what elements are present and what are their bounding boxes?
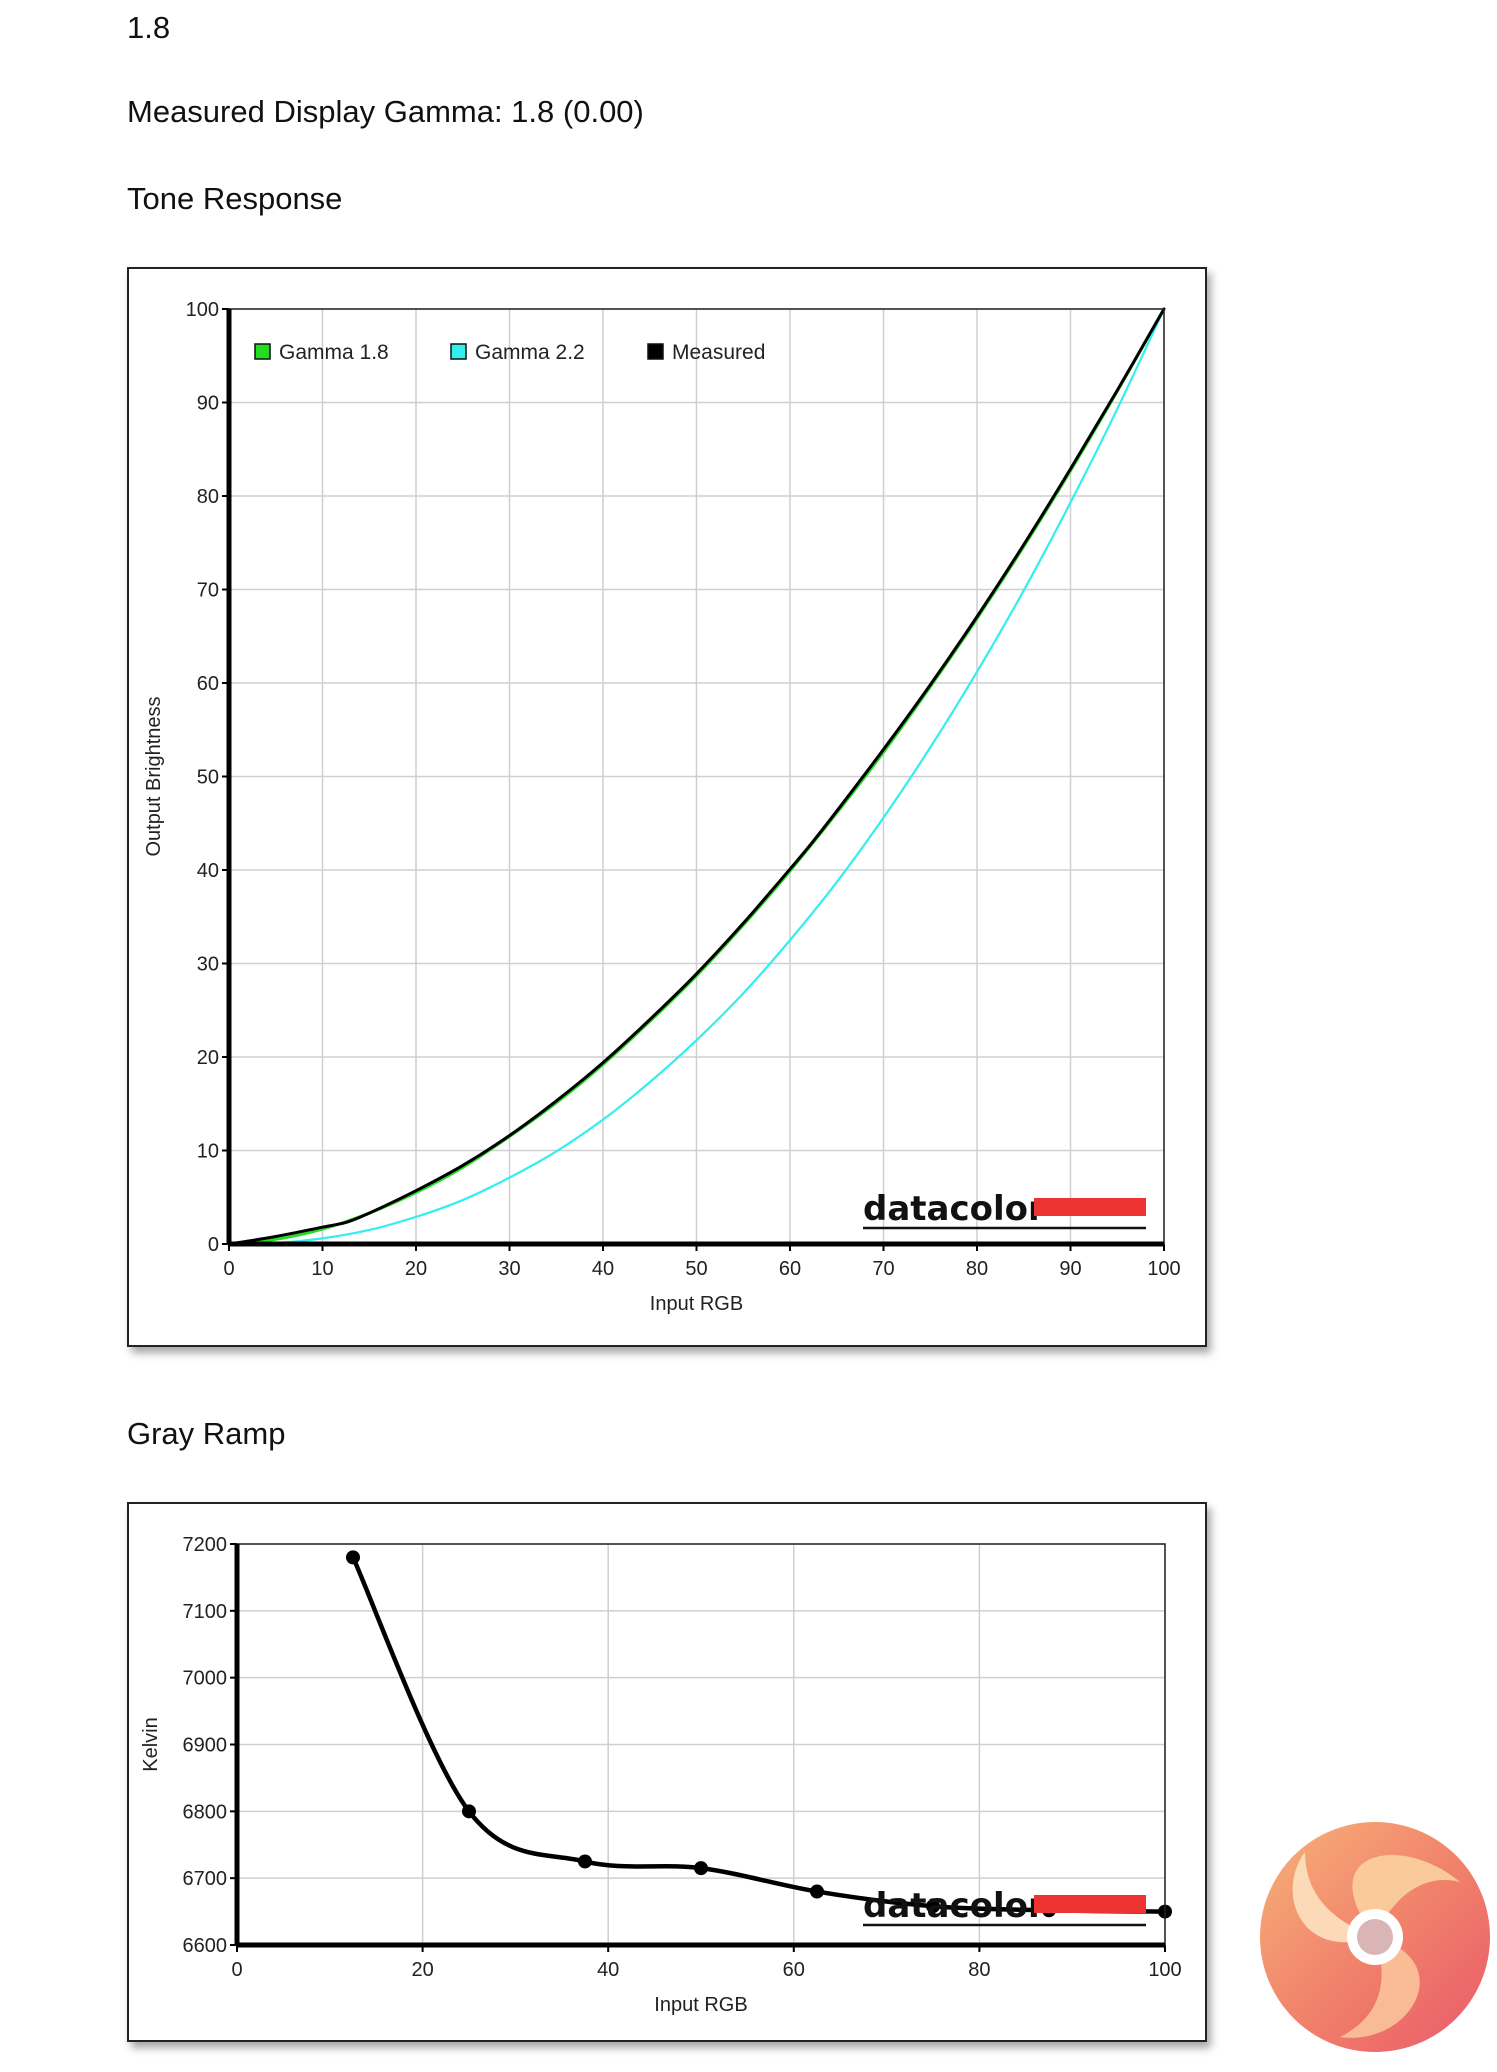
x-tick-label: 20: [405, 1258, 427, 1280]
gray-labels: 0 20 40 60 80 100 6600 6700 6800 6900 7000 7100 7200…: [140, 1534, 1182, 2016]
watermark-red-bar: [1034, 1895, 1146, 1913]
x-tick-label: 60: [783, 1959, 805, 1981]
tone-legend: Gamma 1.8 Gamma 2.2 Measured: [254, 341, 765, 364]
gray-grid: [236, 1543, 1166, 1946]
legend-swatch: [450, 343, 467, 360]
x-tick-label: 60: [779, 1258, 801, 1280]
watermark-text: datacolor: [863, 1189, 1045, 1229]
gray-datacolor-watermark: datacolor: [863, 1886, 1146, 1927]
watermark-text: datacolor: [863, 1886, 1045, 1926]
legend-swatch: [647, 343, 664, 360]
site-logo-icon: [1260, 1822, 1490, 2052]
x-tick-label: 10: [311, 1258, 333, 1280]
gray-ramp-svg: 0 20 40 60 80 100 6600 6700 6800 6900 7000 7100 7200…: [140, 1534, 1182, 2016]
x-tick-label: 0: [231, 1959, 242, 1981]
tone-labels: 0 10 20 30 40 50 60 70 80 90 100 0 10 20 30 40 50 60 70 80 9…: [143, 299, 1181, 1315]
y-tick-label: 7200: [183, 1534, 228, 1556]
y-tick-label: 0: [208, 1234, 219, 1256]
x-tick-label: 50: [685, 1258, 707, 1280]
y-tick-label: 50: [197, 767, 219, 789]
x-tick-label: 0: [223, 1258, 234, 1280]
y-tick-label: 40: [197, 860, 219, 882]
legend-label: Gamma 2.2: [475, 341, 585, 364]
legend-swatch: [254, 343, 271, 360]
tone-response-chart: 0 10 20 30 40 50 60 70 80 90 100 0 10 20 30 40 50 60 70 80 9…: [127, 267, 1207, 1347]
tone-response-svg: 0 10 20 30 40 50 60 70 80 90 100 0 10 20 30 40 50 60 70 80 9…: [143, 299, 1181, 1315]
x-tick-label: 90: [1059, 1258, 1081, 1280]
y-tick-label: 6700: [183, 1868, 228, 1890]
measured-gamma-text: Measured Display Gamma: 1.8 (0.00): [127, 94, 644, 129]
x-tick-label: 40: [592, 1258, 614, 1280]
y-tick-label: 7100: [183, 1601, 228, 1623]
series-line-2: [227, 307, 1166, 1246]
tone-response-heading: Tone Response: [127, 181, 343, 216]
x-axis-label: Input RGB: [654, 1994, 747, 2016]
x-tick-label: 20: [411, 1959, 433, 1981]
x-tick-label: 30: [498, 1258, 520, 1280]
y-tick-label: 7000: [183, 1668, 228, 1690]
data-point: [346, 1550, 360, 1565]
series-line-1: [227, 307, 1166, 1246]
y-tick-label: 70: [197, 580, 219, 602]
x-tick-label: 100: [1148, 1959, 1181, 1981]
y-tick-label: 6900: [183, 1735, 228, 1757]
series-line-0: [350, 1555, 1168, 1914]
x-axis-label: Input RGB: [650, 1293, 743, 1315]
legend-label: Measured: [672, 341, 765, 364]
data-point: [694, 1861, 708, 1876]
y-tick-label: 30: [197, 954, 219, 976]
top-value: 1.8: [127, 10, 171, 45]
y-axis-label: Output Brightness: [143, 696, 165, 856]
watermark-red-bar: [1034, 1198, 1146, 1216]
tone-grid: [228, 308, 1165, 1245]
gray-ramp-heading: Gray Ramp: [127, 1416, 286, 1451]
y-tick-label: 80: [197, 486, 219, 508]
x-tick-label: 40: [597, 1959, 619, 1981]
y-tick-label: 10: [197, 1141, 219, 1163]
data-point: [578, 1854, 592, 1869]
data-point: [810, 1884, 824, 1899]
x-tick-label: 80: [968, 1959, 990, 1981]
y-tick-label: 100: [186, 299, 219, 321]
y-tick-label: 6600: [183, 1935, 228, 1957]
gray-ramp-chart: 0 20 40 60 80 100 6600 6700 6800 6900 7000 7100 7200…: [127, 1502, 1207, 2042]
data-point: [462, 1804, 476, 1819]
y-tick-label: 6800: [183, 1801, 228, 1823]
y-tick-label: 90: [197, 393, 219, 415]
y-tick-label: 20: [197, 1047, 219, 1069]
tone-lines: [227, 307, 1166, 1246]
x-tick-label: 70: [872, 1258, 894, 1280]
x-tick-label: 80: [966, 1258, 988, 1280]
tone-axes: [222, 308, 1165, 1251]
gray-axes: [230, 1543, 1166, 1952]
gray-lines: [346, 1550, 1172, 1919]
data-point: [926, 1899, 940, 1914]
y-axis-label: Kelvin: [140, 1717, 162, 1771]
y-tick-label: 60: [197, 673, 219, 695]
legend-label: Gamma 1.8: [279, 341, 389, 364]
x-tick-label: 100: [1147, 1258, 1180, 1280]
tone-datacolor-watermark: datacolor: [863, 1189, 1146, 1230]
